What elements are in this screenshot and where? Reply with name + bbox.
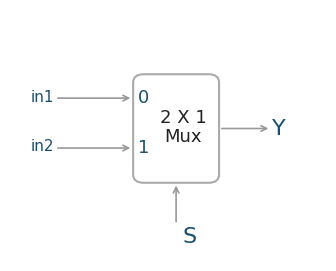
Text: Y: Y: [272, 118, 286, 138]
Text: 2 X 1: 2 X 1: [160, 109, 206, 127]
Text: Mux: Mux: [164, 128, 202, 146]
Text: 0: 0: [138, 89, 149, 107]
FancyBboxPatch shape: [133, 74, 219, 183]
Text: in1: in1: [30, 90, 54, 105]
Text: in2: in2: [30, 140, 54, 154]
Text: 1: 1: [138, 139, 149, 157]
Text: S: S: [182, 227, 196, 247]
